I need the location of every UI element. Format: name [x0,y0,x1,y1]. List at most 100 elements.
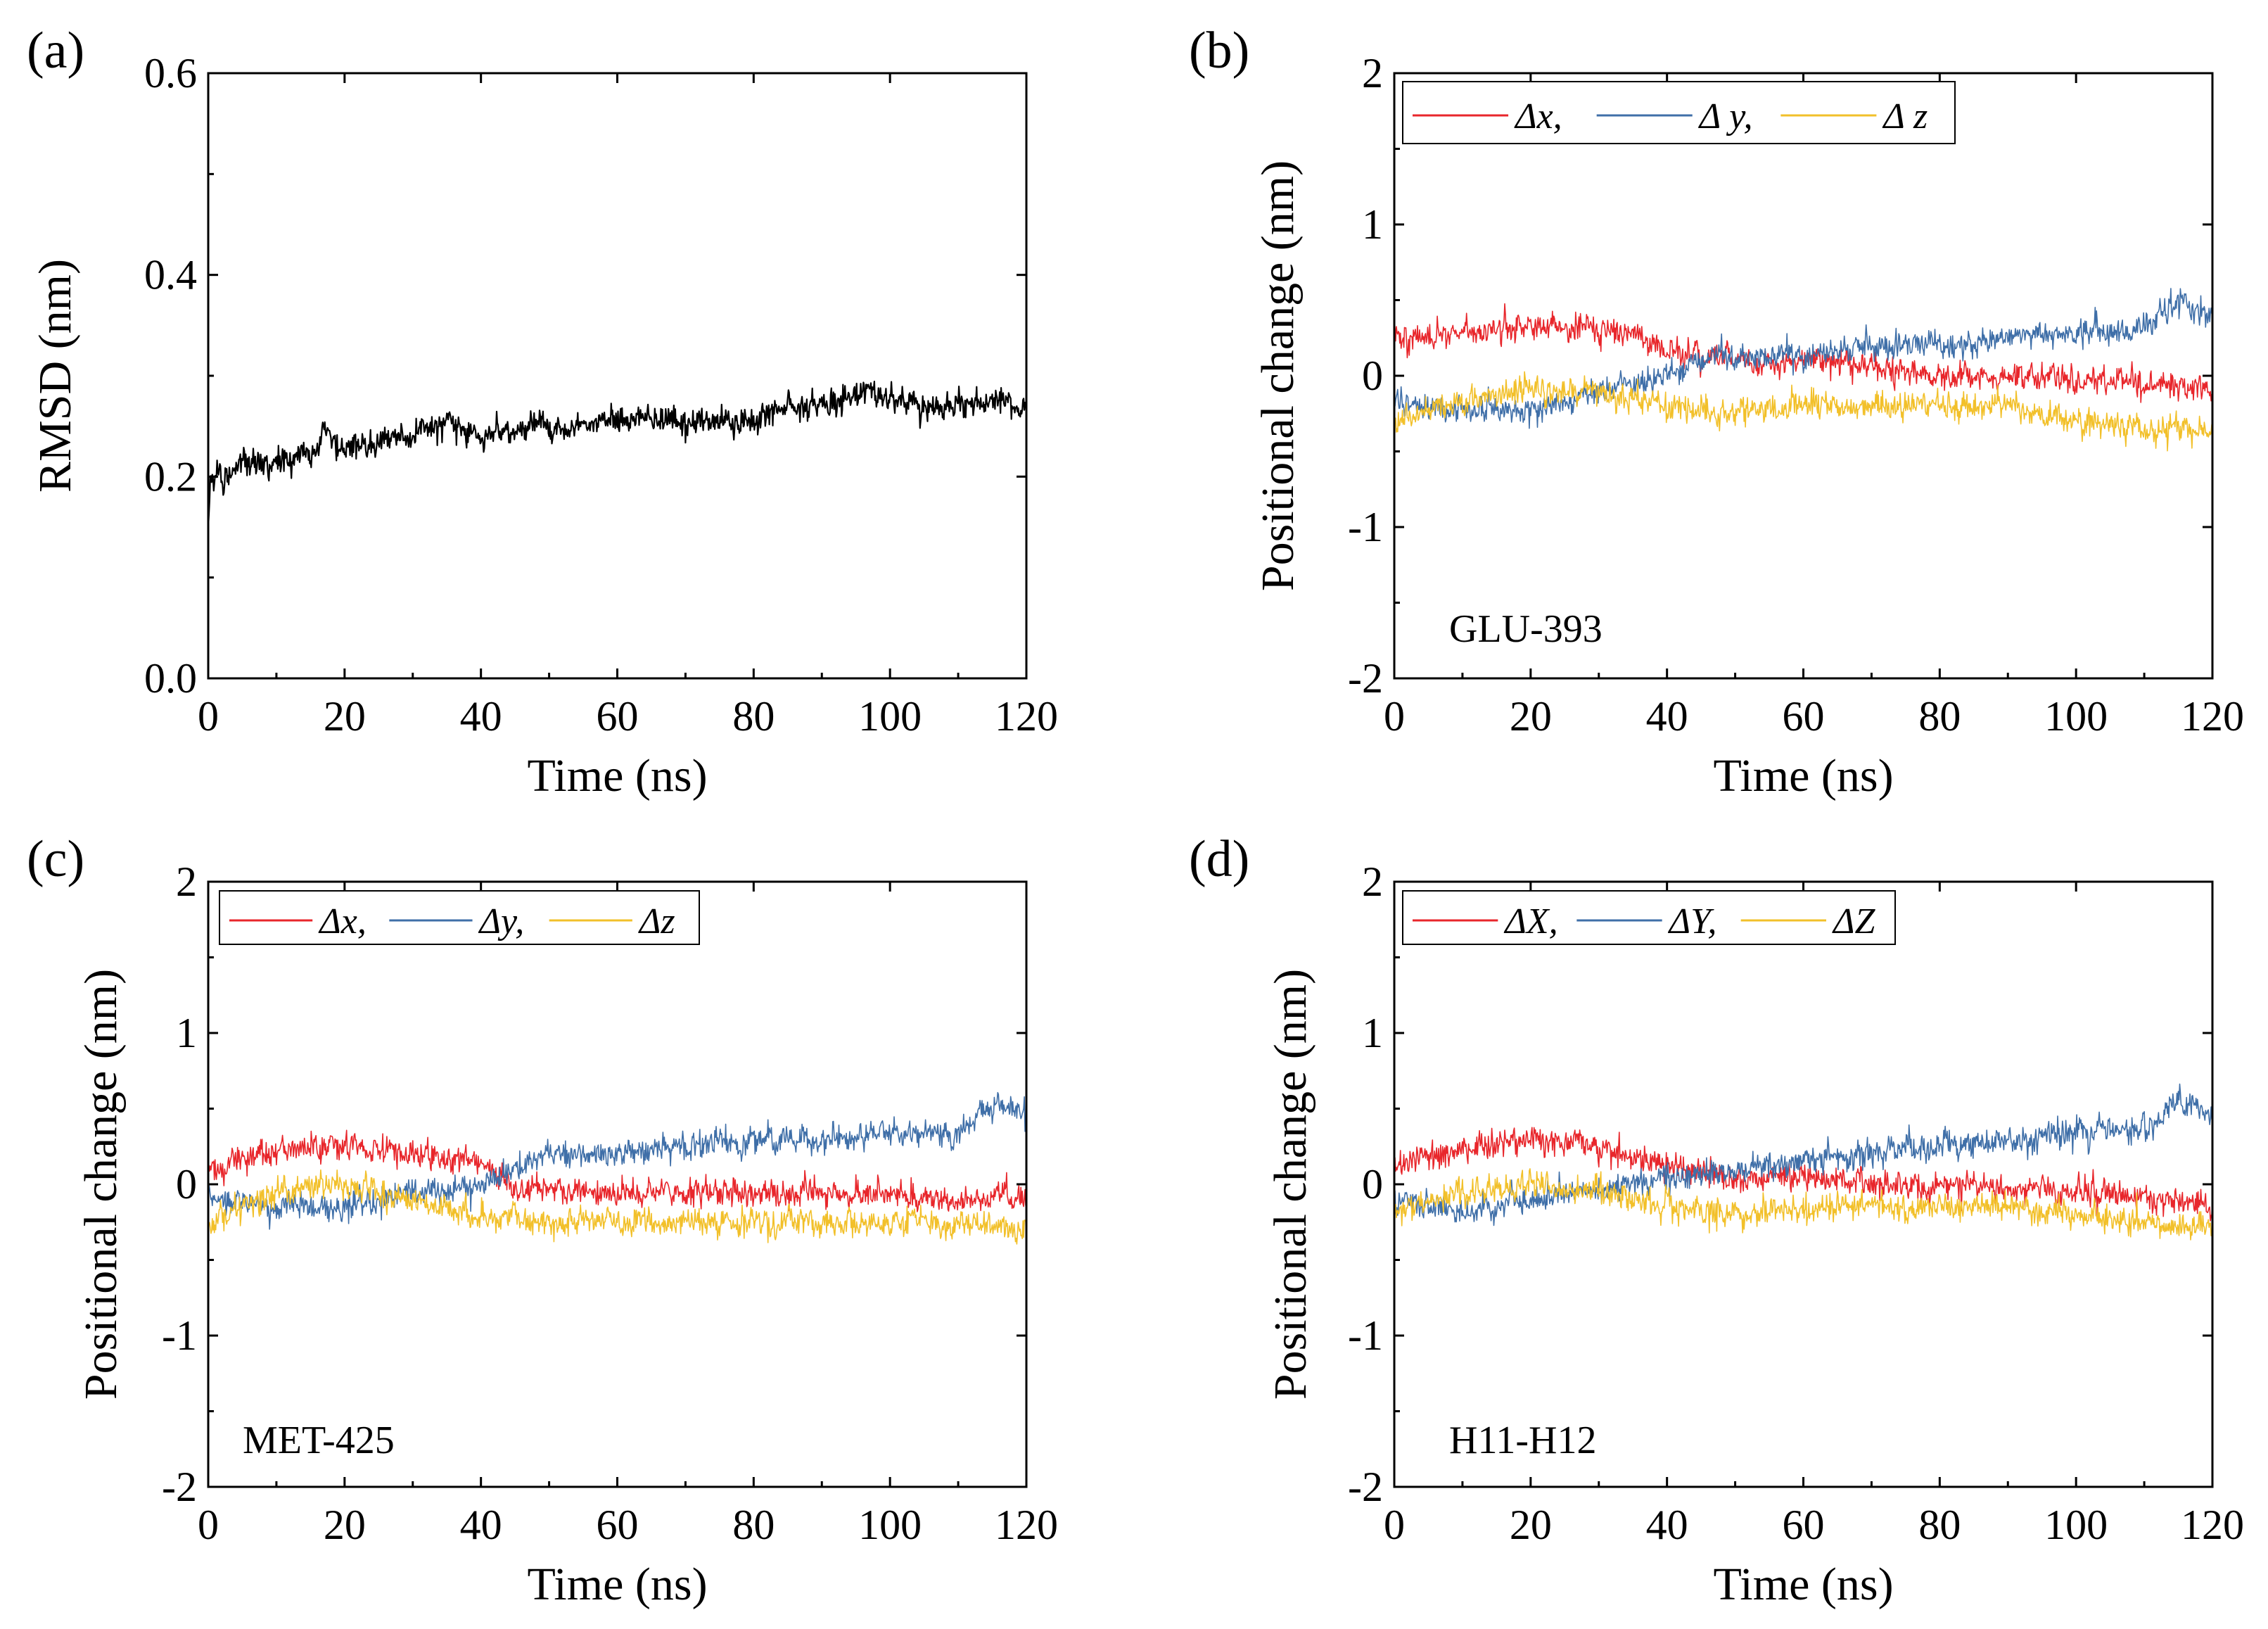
y-tick-label: 0.2 [144,453,197,500]
x-tick-label: 60 [1783,1502,1825,1548]
x-tick-label: 100 [2044,693,2108,740]
series-line-2 [208,1091,1026,1230]
y-tick-label: -1 [162,1312,197,1359]
panel-label: (b) [1189,22,1249,80]
x-tick-label: 20 [324,693,366,740]
x-tick-label: 20 [1510,693,1552,740]
x-tick-label: 60 [597,1502,639,1548]
x-tick-label: 40 [460,1502,502,1548]
x-tick-label: 40 [1646,1502,1688,1548]
y-tick-label: 0 [1362,1161,1383,1208]
x-axis-title: Time (ns) [1713,750,1893,801]
y-tick-label: 0 [176,1161,197,1208]
legend-suffix: , [1549,901,1558,942]
x-tick-label: 20 [324,1502,366,1548]
legend-label: ΔZ [1832,901,1876,942]
x-tick-label: 80 [732,693,775,740]
legend-label: Δz [638,901,675,942]
y-tick-label: 2 [1362,858,1383,905]
x-tick-label: 120 [2181,1502,2244,1548]
legend-suffix: , [1707,901,1716,942]
series-group [1394,1083,2212,1246]
x-tick-label: 80 [1918,1502,1961,1548]
x-tick-label: 40 [460,693,502,740]
legend-suffix: , [357,901,367,942]
series-line-1 [1394,303,2212,403]
x-tick-label: 120 [2181,693,2244,740]
panel-a: 0 20 40 60 80 100 120 0.0 0.2 0.4 0.6 Time (ns) RMSD… [27,22,1058,801]
legend: ΔX, ΔY, ΔZ [1402,890,1896,945]
y-axis-title: RMSD (nm) [30,259,81,493]
x-tick-label: 0 [1384,1502,1405,1548]
plot-frame [207,72,1028,680]
legend-symbol: ΔZ [1832,901,1876,942]
series-line-1 [1394,1127,2212,1222]
series-group [208,1091,1026,1245]
y-tick-label: -2 [1348,1464,1383,1510]
y-tick-label: 1 [1362,201,1383,248]
panel-c: 0 20 40 60 80 100 120 -2 -1 0 1 2 Time (ns) Positiona… [27,830,1058,1610]
x-tick-label: 60 [597,693,639,740]
series-line-3 [1394,1168,2212,1246]
panel-label: (d) [1189,830,1249,888]
series-line-3 [208,1169,1026,1245]
x-tick-label: 80 [1918,693,1961,740]
legend-label: ΔY, [1668,901,1717,942]
legend-label: Δ y, [1698,96,1753,137]
panel-label: (a) [27,22,84,80]
series-line-2 [1394,288,2212,429]
y-tick-label: 0 [1362,353,1383,399]
x-axis-title: Time (ns) [527,750,707,801]
y-tick-label: 1 [1362,1010,1383,1056]
y-axis-title: Positional change (nm) [1265,969,1316,1400]
legend-box [1402,81,1956,144]
y-tick-label: 2 [176,858,197,905]
series-group [208,380,1026,528]
legend: Δx, Δy, Δz [219,890,700,945]
residue-annotation: H11-H12 [1449,1419,1596,1462]
x-axis-title: Time (ns) [527,1559,707,1610]
x-tick-label: 40 [1646,693,1688,740]
legend-symbol: ΔX [1503,901,1550,942]
legend-symbol: Δx [318,901,357,942]
series-line-1 [208,1129,1026,1212]
legend-label: ΔX, [1503,901,1557,942]
residue-annotation: MET-425 [243,1419,395,1462]
y-tick-label: 2 [1362,50,1383,96]
legend-label: Δx, [318,901,367,942]
panel-label: (c) [27,830,84,888]
y-tick-label: 0.0 [144,655,197,702]
legend-box [1402,890,1896,945]
x-axis-title: Time (ns) [1713,1559,1893,1610]
legend-suffix: , [1744,96,1753,137]
plot-frame [1393,72,2214,680]
legend-symbol: ΔY [1668,901,1715,942]
y-axis-title: Positional change (nm) [1252,160,1304,591]
legend-label: Δ z [1882,96,1928,137]
series-line-1 [208,380,1026,528]
legend-symbol: Δz [638,901,675,942]
y-axis-title: Positional change (nm) [75,969,127,1400]
x-tick-label: 0 [1384,693,1405,740]
legend-symbol: Δy [478,901,518,942]
x-tick-label: 0 [198,693,219,740]
legend: Δx, Δ y, Δ z [1402,81,1956,144]
y-tick-label: -2 [162,1464,197,1510]
legend-symbol: Δx [1514,96,1553,137]
residue-annotation: GLU-393 [1449,607,1603,651]
legend-box [219,890,700,945]
legend-symbol: Δ z [1882,96,1928,137]
legend-label: Δy, [478,901,525,942]
y-tick-label: -1 [1348,1312,1383,1359]
x-tick-label: 60 [1783,693,1825,740]
legend-label: Δx, [1514,96,1562,137]
series-line-3 [1394,371,2212,452]
legend-suffix: , [1553,96,1562,137]
x-tick-label: 120 [995,693,1058,740]
y-tick-label: -2 [1348,655,1383,702]
x-tick-label: 100 [2044,1502,2108,1548]
x-tick-label: 20 [1510,1502,1552,1548]
plot-frame [207,880,1028,1488]
series-group [1394,288,2212,452]
x-tick-label: 0 [198,1502,219,1548]
